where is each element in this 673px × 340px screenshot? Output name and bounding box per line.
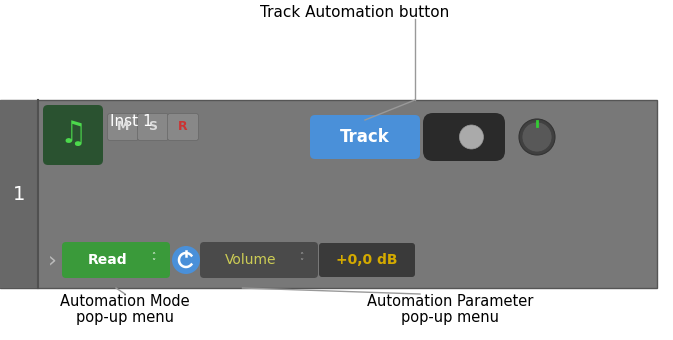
Text: pop-up menu: pop-up menu	[76, 310, 174, 325]
FancyBboxPatch shape	[43, 105, 103, 165]
Circle shape	[172, 246, 200, 274]
Text: M: M	[117, 120, 129, 134]
FancyBboxPatch shape	[168, 114, 199, 140]
Text: Volume: Volume	[225, 253, 276, 267]
Text: +0,0 dB: +0,0 dB	[336, 253, 398, 267]
Text: pop-up menu: pop-up menu	[401, 310, 499, 325]
FancyBboxPatch shape	[319, 243, 415, 277]
Text: ˅: ˅	[151, 258, 155, 268]
FancyBboxPatch shape	[137, 114, 168, 140]
Text: Track Automation button: Track Automation button	[260, 5, 450, 20]
FancyBboxPatch shape	[310, 115, 420, 159]
Bar	[0, 100, 38, 288]
Text: R: R	[178, 120, 188, 134]
Text: ♫: ♫	[59, 120, 87, 150]
Text: ˅: ˅	[299, 258, 303, 268]
Text: ›: ›	[48, 250, 57, 270]
Circle shape	[519, 119, 555, 155]
FancyBboxPatch shape	[108, 114, 139, 140]
FancyBboxPatch shape	[200, 242, 318, 278]
Bar	[0, 100, 657, 288]
Text: S: S	[149, 120, 157, 134]
Text: Inst 1: Inst 1	[110, 114, 153, 129]
Circle shape	[522, 122, 552, 152]
FancyBboxPatch shape	[423, 113, 505, 161]
Text: Track: Track	[340, 128, 390, 146]
Text: Automation Mode: Automation Mode	[60, 294, 190, 309]
Text: ˄: ˄	[299, 253, 303, 261]
Text: ˄: ˄	[151, 253, 155, 261]
Text: Automation Parameter: Automation Parameter	[367, 294, 533, 309]
Text: 1: 1	[13, 185, 25, 204]
FancyBboxPatch shape	[62, 242, 170, 278]
Ellipse shape	[460, 125, 483, 149]
Text: Read: Read	[88, 253, 128, 267]
